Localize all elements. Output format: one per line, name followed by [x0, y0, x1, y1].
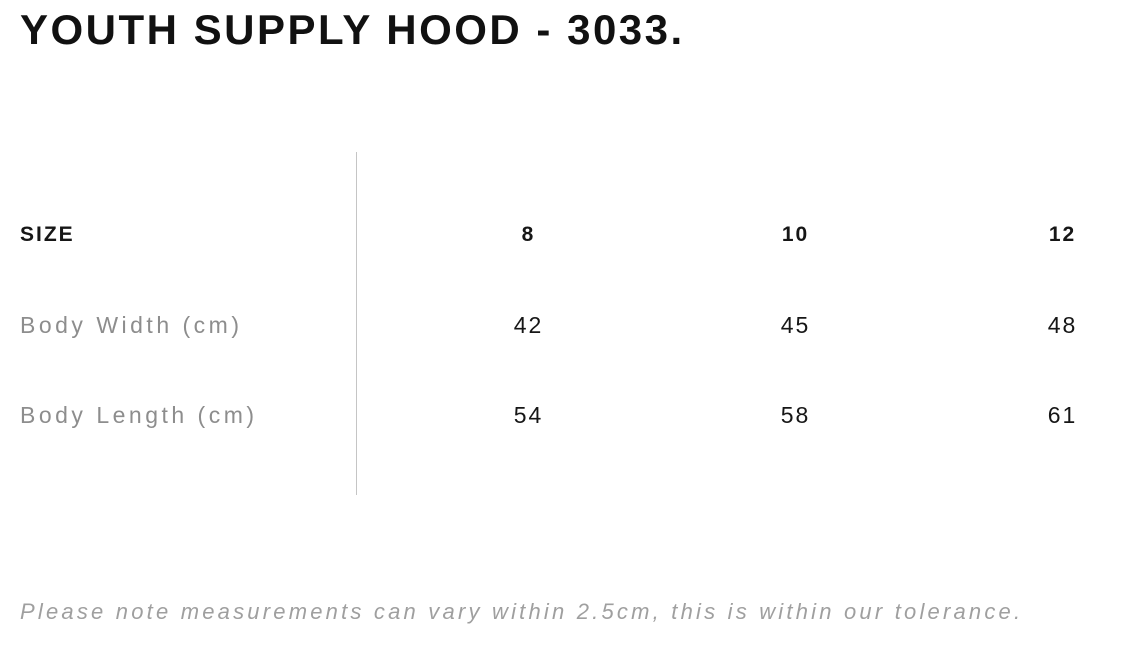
size-column-label: SIZE	[20, 223, 75, 246]
column-divider	[356, 152, 357, 495]
table-row-body-length: Body Length (cm) 54 58 61	[0, 370, 1136, 460]
measurement-value: 54	[513, 401, 544, 428]
page-title: YOUTH SUPPLY HOOD - 3033.	[20, 6, 685, 53]
measurement-value: 45	[780, 311, 811, 338]
measurement-value: 58	[780, 401, 811, 428]
size-header-12: 12	[1048, 223, 1077, 246]
measurement-value: 42	[513, 311, 544, 338]
size-chart-header-row: SIZE 8 10 12	[0, 190, 1136, 280]
tolerance-note: Please note measurements can vary within…	[20, 599, 1024, 624]
size-header-8: 8	[521, 223, 536, 246]
table-row-body-width: Body Width (cm) 42 45 48	[0, 280, 1136, 370]
measurement-label-body-width: Body Width (cm)	[20, 311, 243, 338]
size-chart-table: SIZE 8 10 12 Body Width (cm) 42 45 48 Bo…	[0, 190, 1136, 460]
measurement-value: 61	[1047, 401, 1078, 428]
measurement-label-body-length: Body Length (cm)	[20, 401, 258, 428]
size-header-10: 10	[781, 223, 810, 246]
measurement-value: 48	[1047, 311, 1078, 338]
